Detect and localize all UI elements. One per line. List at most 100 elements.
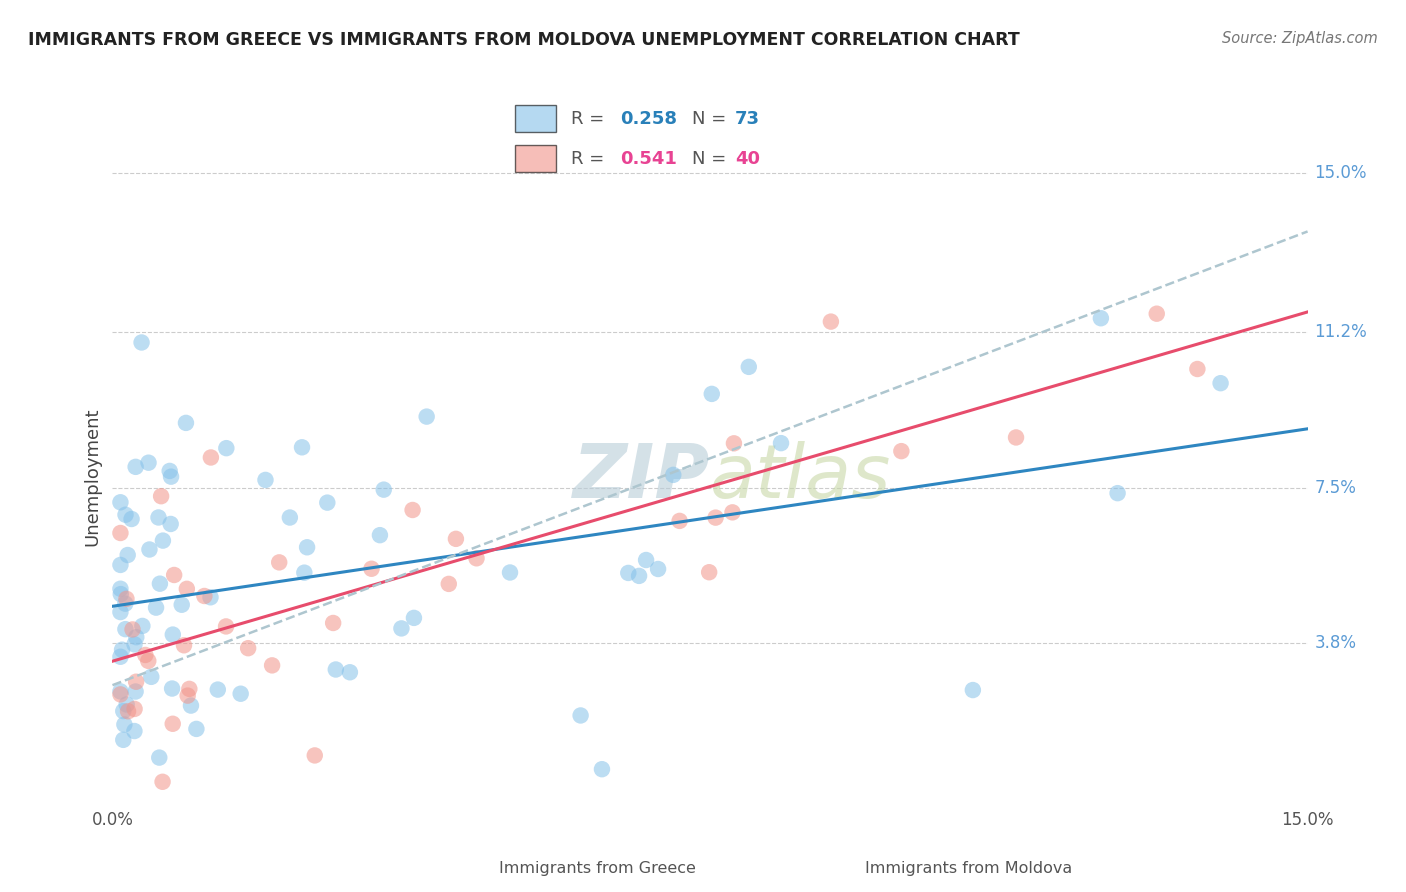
Text: Source: ZipAtlas.com: Source: ZipAtlas.com bbox=[1222, 31, 1378, 46]
Point bbox=[304, 748, 326, 763]
Point bbox=[1005, 430, 1028, 444]
Text: 15.0%: 15.0% bbox=[1315, 163, 1367, 182]
Point bbox=[591, 762, 613, 776]
Point bbox=[148, 750, 170, 764]
Point bbox=[1146, 307, 1168, 321]
Point bbox=[1107, 486, 1129, 500]
Point bbox=[124, 724, 146, 739]
Point bbox=[295, 541, 318, 555]
Point bbox=[186, 722, 208, 736]
Point bbox=[160, 469, 183, 483]
Point bbox=[110, 582, 132, 596]
Point bbox=[110, 526, 132, 541]
Text: IMMIGRANTS FROM GREECE VS IMMIGRANTS FROM MOLDOVA UNEMPLOYMENT CORRELATION CHART: IMMIGRANTS FROM GREECE VS IMMIGRANTS FRO… bbox=[28, 31, 1019, 49]
Point bbox=[114, 622, 136, 636]
Point bbox=[176, 582, 198, 596]
Point bbox=[136, 654, 159, 668]
Point bbox=[124, 684, 146, 698]
Point bbox=[131, 619, 153, 633]
Point bbox=[163, 568, 186, 582]
Point bbox=[115, 591, 138, 606]
Point bbox=[499, 566, 522, 580]
Point bbox=[124, 702, 146, 716]
Point bbox=[112, 704, 135, 718]
Point bbox=[339, 665, 361, 680]
Point bbox=[114, 508, 136, 522]
Point bbox=[617, 566, 640, 580]
Point bbox=[124, 459, 146, 474]
Point bbox=[110, 649, 132, 664]
Point bbox=[207, 682, 229, 697]
Point bbox=[138, 456, 160, 470]
Point bbox=[215, 619, 238, 633]
Point bbox=[174, 416, 197, 430]
Point bbox=[110, 587, 132, 601]
Point bbox=[162, 627, 184, 641]
Point bbox=[121, 512, 143, 526]
Point bbox=[200, 450, 222, 465]
Point bbox=[890, 444, 912, 458]
Point bbox=[124, 637, 146, 651]
Point bbox=[373, 483, 395, 497]
Point bbox=[769, 436, 792, 450]
Text: N =: N = bbox=[692, 150, 731, 168]
Point bbox=[134, 648, 156, 662]
Text: R =: R = bbox=[571, 110, 610, 128]
Point bbox=[159, 516, 181, 531]
Point bbox=[316, 495, 339, 509]
Y-axis label: Unemployment: Unemployment bbox=[83, 408, 101, 547]
Point bbox=[262, 658, 284, 673]
Point bbox=[170, 598, 193, 612]
Point bbox=[721, 505, 744, 519]
Point bbox=[112, 717, 135, 731]
Point bbox=[291, 440, 314, 454]
Point bbox=[160, 681, 183, 696]
Text: 7.5%: 7.5% bbox=[1315, 479, 1357, 497]
Point bbox=[173, 638, 195, 652]
Point bbox=[117, 704, 139, 718]
Point bbox=[254, 473, 277, 487]
Point bbox=[229, 687, 252, 701]
Point bbox=[138, 542, 160, 557]
Point bbox=[437, 577, 460, 591]
Point bbox=[148, 510, 170, 524]
Point bbox=[360, 562, 382, 576]
Point bbox=[115, 698, 138, 712]
Point bbox=[112, 732, 135, 747]
Point bbox=[415, 409, 437, 424]
Point bbox=[292, 566, 315, 580]
Point bbox=[1090, 311, 1112, 326]
Point bbox=[738, 359, 761, 374]
Point bbox=[820, 315, 842, 329]
Text: R =: R = bbox=[571, 150, 610, 168]
FancyBboxPatch shape bbox=[516, 145, 555, 172]
Point bbox=[111, 642, 134, 657]
Text: Immigrants from Moldova: Immigrants from Moldova bbox=[865, 862, 1071, 876]
Point bbox=[402, 611, 425, 625]
Point bbox=[150, 489, 173, 503]
Text: N =: N = bbox=[692, 110, 731, 128]
Point bbox=[176, 689, 198, 703]
Point bbox=[149, 576, 172, 591]
Text: Immigrants from Greece: Immigrants from Greece bbox=[499, 862, 696, 876]
Point bbox=[636, 553, 658, 567]
Point bbox=[647, 562, 669, 576]
Point bbox=[200, 591, 222, 605]
Point bbox=[1187, 362, 1209, 376]
Point bbox=[162, 716, 184, 731]
Point bbox=[628, 569, 651, 583]
Point bbox=[465, 551, 488, 566]
Point bbox=[269, 555, 291, 569]
Point bbox=[110, 687, 132, 701]
Point bbox=[1209, 376, 1232, 391]
Point bbox=[368, 528, 391, 542]
Text: 73: 73 bbox=[735, 110, 761, 128]
Point bbox=[125, 630, 148, 644]
Point bbox=[125, 674, 148, 689]
Text: 0.541: 0.541 bbox=[620, 150, 678, 168]
Point bbox=[121, 623, 143, 637]
Text: 0.258: 0.258 bbox=[620, 110, 678, 128]
Text: 3.8%: 3.8% bbox=[1315, 634, 1357, 652]
FancyBboxPatch shape bbox=[516, 105, 555, 132]
Text: ZIP: ZIP bbox=[572, 441, 710, 514]
